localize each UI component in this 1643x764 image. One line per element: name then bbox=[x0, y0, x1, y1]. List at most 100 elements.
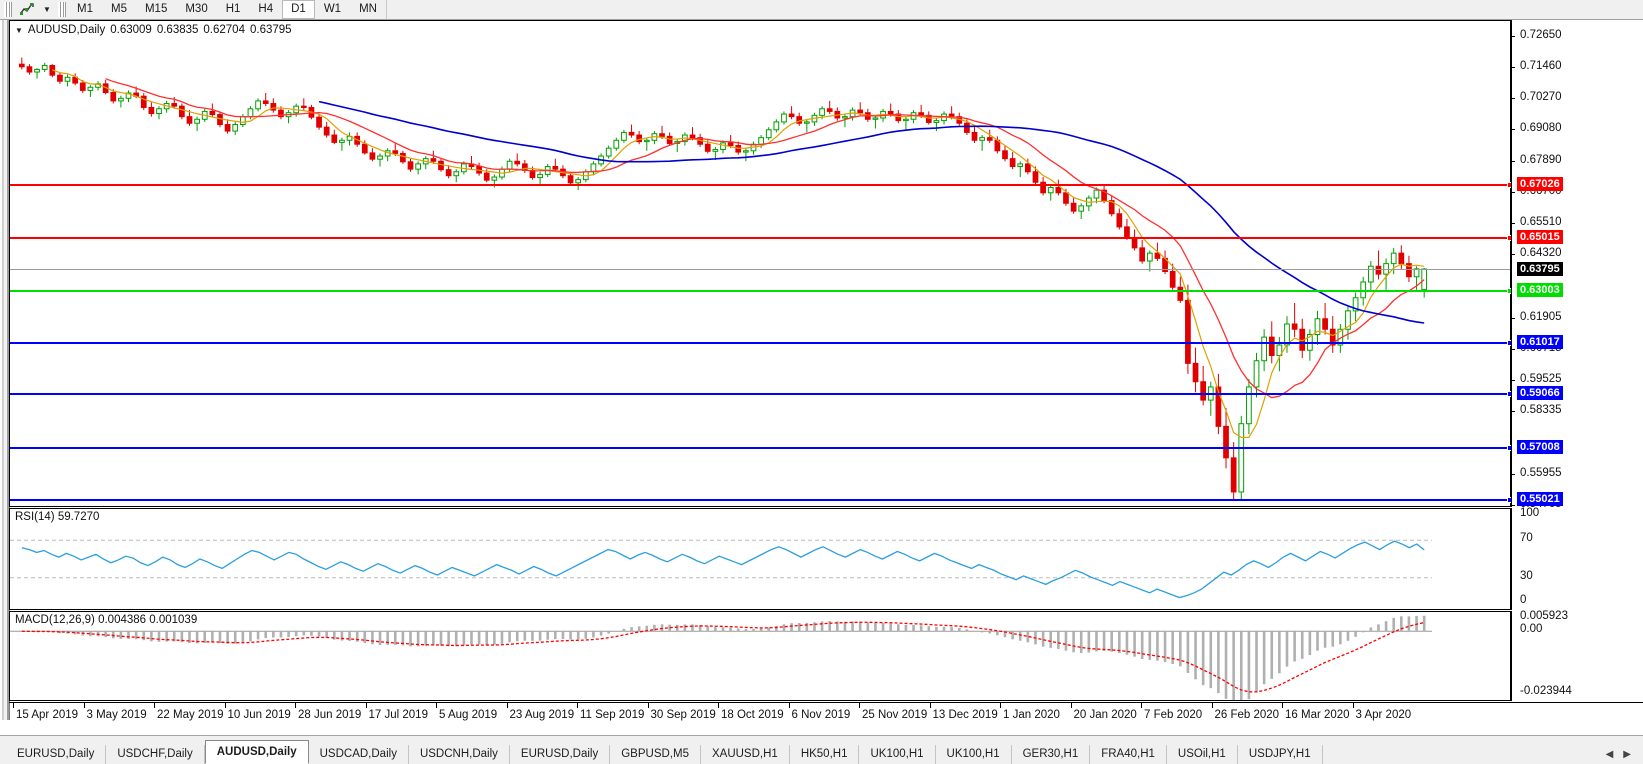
axis-label: 0.70270 bbox=[1520, 91, 1562, 104]
axis-tick bbox=[1511, 66, 1515, 68]
period-grip[interactable] bbox=[58, 2, 66, 17]
axis-label: 0.59525 bbox=[1520, 373, 1562, 386]
level-line-0.63003[interactable] bbox=[10, 287, 1513, 294]
macd-plot bbox=[10, 615, 1432, 700]
axis-tick bbox=[1511, 191, 1515, 193]
axis-tick bbox=[1511, 35, 1515, 37]
timeframe-m30[interactable]: M30 bbox=[185, 3, 208, 15]
timeframe-w1[interactable]: W1 bbox=[323, 3, 342, 15]
price-chip-0.55021[interactable]: 0.55021 bbox=[1517, 492, 1563, 507]
macd-label: MACD(12,26,9) 0.004386 0.001039 bbox=[14, 614, 199, 626]
price-chip-0.63003[interactable]: 0.63003 bbox=[1517, 282, 1563, 297]
date-label: 11 Sep 2019 bbox=[580, 709, 645, 721]
axis-label: 0.67890 bbox=[1520, 153, 1562, 166]
macd-axis: 0.005923 0.00 -0.023944 bbox=[1511, 610, 1643, 701]
level-handle[interactable] bbox=[1507, 391, 1513, 398]
chart-tab-uk100-h1[interactable]: UK100,H1 bbox=[859, 745, 936, 764]
time-tick bbox=[1352, 703, 1354, 708]
axis-label: 0.58335 bbox=[1520, 404, 1562, 417]
date-label: 28 Jun 2019 bbox=[298, 709, 362, 721]
top-toolbar: ▼ M1 M5 M15 M30 H1 H4 D1 W1 MN bbox=[0, 0, 1643, 20]
chart-tab-eurusd-daily[interactable]: EURUSD,Daily bbox=[6, 745, 107, 764]
date-label: 30 Sep 2019 bbox=[650, 709, 716, 721]
time-tick bbox=[1282, 703, 1283, 708]
ohlc-close: 0.63795 bbox=[249, 24, 292, 36]
chart-tab-usdjpy-h1[interactable]: USDJPY,H1 bbox=[1238, 745, 1323, 764]
price-pane[interactable]: ▼ AUDUSD,Daily 0.63009 0.63835 0.62704 0… bbox=[9, 20, 1513, 507]
axis-label: 0.69080 bbox=[1520, 122, 1562, 135]
chart-tab-uk100-h1[interactable]: UK100,H1 bbox=[936, 745, 1012, 764]
macd-axis-label: 0.00 bbox=[1520, 623, 1543, 636]
chart-tab-usdcad-daily[interactable]: USDCAD,Daily bbox=[309, 745, 409, 764]
chart-tab-xauusd-h1[interactable]: XAUUSD,H1 bbox=[701, 745, 790, 764]
level-line-0.59066[interactable] bbox=[10, 391, 1513, 398]
chart-tab-ger30-h1[interactable]: GER30,H1 bbox=[1012, 745, 1091, 764]
price-chip-0.57008[interactable]: 0.57008 bbox=[1517, 440, 1563, 455]
time-tick bbox=[154, 703, 155, 708]
level-line-0.61017[interactable] bbox=[10, 339, 1513, 346]
tab-scroll-right-icon[interactable]: ▶ bbox=[1623, 749, 1631, 760]
level-line-0.55021[interactable] bbox=[10, 497, 1513, 504]
axis-tick bbox=[1511, 505, 1515, 506]
price-chip-0.67026[interactable]: 0.67026 bbox=[1517, 177, 1563, 192]
date-label: 18 Oct 2019 bbox=[721, 709, 784, 721]
toolbar-grip[interactable] bbox=[4, 2, 12, 17]
macd-pane[interactable]: MACD(12,26,9) 0.004386 0.001039 bbox=[9, 611, 1511, 701]
chart-tab-eurusd-daily[interactable]: EURUSD,Daily bbox=[510, 745, 611, 764]
timeframe-h4[interactable]: H4 bbox=[258, 3, 274, 15]
level-handle[interactable] bbox=[1507, 182, 1513, 189]
chevron-down-icon[interactable]: ▼ bbox=[15, 25, 23, 35]
level-line-0.57008[interactable] bbox=[10, 445, 1513, 452]
ohlc-open: 0.63009 bbox=[110, 24, 152, 36]
date-label: 16 Mar 2020 bbox=[1285, 709, 1350, 721]
tab-scroll-left-icon[interactable]: ◀ bbox=[1605, 749, 1614, 760]
date-label: 10 Jun 2019 bbox=[227, 709, 291, 721]
chevron-down-icon[interactable]: ▼ bbox=[43, 5, 51, 14]
chart-tab-usdchf-daily[interactable]: USDCHF,Daily bbox=[106, 745, 205, 764]
level-line-0.67026[interactable] bbox=[10, 182, 1513, 189]
timeframe-m1[interactable]: M1 bbox=[77, 3, 93, 15]
timeframe-m5[interactable]: M5 bbox=[110, 3, 127, 15]
price-axis-column[interactable]: 0.726500.714600.702700.690800.678900.667… bbox=[1511, 20, 1643, 701]
level-line-0.65015[interactable] bbox=[10, 234, 1513, 241]
price-axis[interactable]: 0.726500.714600.702700.690800.678900.667… bbox=[1511, 20, 1643, 510]
time-tick bbox=[13, 703, 14, 708]
time-axis[interactable]: 15 Apr 2019 3 May 2019 22 May 2019 10 Jun 2… bbox=[9, 702, 1643, 734]
symbol-header: ▼ AUDUSD,Daily 0.63009 0.63835 0.62704 0… bbox=[14, 24, 293, 36]
price-chip-0.63795[interactable]: 0.63795 bbox=[1517, 262, 1563, 276]
level-handle[interactable] bbox=[1507, 445, 1513, 452]
level-handle[interactable] bbox=[1507, 234, 1513, 241]
time-tick bbox=[929, 703, 931, 708]
rsi-pane[interactable]: RSI(14) 59.7270 bbox=[9, 508, 1511, 610]
date-label: 1 Jan 2020 bbox=[1003, 709, 1060, 721]
chart-tab-usoil-h1[interactable]: USOil,H1 bbox=[1167, 745, 1238, 764]
timeframe-m15[interactable]: M15 bbox=[144, 3, 168, 15]
timeframe-mn[interactable]: MN bbox=[359, 3, 377, 15]
price-chip-0.61017[interactable]: 0.61017 bbox=[1517, 334, 1563, 349]
axis-tick bbox=[1511, 160, 1515, 162]
level-handle[interactable] bbox=[1507, 287, 1513, 294]
price-chip-0.59066[interactable]: 0.59066 bbox=[1517, 386, 1563, 401]
chart-tab-audusd-daily[interactable]: AUDUSD,Daily bbox=[204, 740, 309, 764]
chart-tabs: EURUSD,Daily USDCHF,Daily AUDUSD,Daily USDC… bbox=[0, 736, 1606, 764]
axis-tick bbox=[1511, 348, 1515, 350]
price-chip-0.65015[interactable]: 0.65015 bbox=[1517, 229, 1563, 244]
chart-tab-gbpusd-m5[interactable]: GBPUSD,M5 bbox=[610, 745, 701, 764]
level-line-0.63795[interactable] bbox=[10, 269, 1510, 270]
axis-tick bbox=[1511, 380, 1515, 382]
macd-axis-label: -0.023944 bbox=[1520, 685, 1572, 697]
level-handle[interactable] bbox=[1507, 497, 1513, 504]
timeframe-h1[interactable]: H1 bbox=[225, 3, 241, 15]
chart-tab-usdcnh-daily[interactable]: USDCNH,Daily bbox=[409, 745, 510, 764]
chart-window: ▼ AUDUSD,Daily 0.63009 0.63835 0.62704 0… bbox=[0, 20, 1643, 734]
timeframe-d1[interactable]: D1 bbox=[282, 0, 315, 19]
macd-axis-label: 0.005923 bbox=[1520, 610, 1568, 622]
date-label: 5 Aug 2019 bbox=[439, 709, 498, 721]
rsi-axis-label: 0 bbox=[1520, 594, 1527, 606]
chart-templates-icon[interactable] bbox=[14, 1, 40, 18]
level-handle[interactable] bbox=[1507, 339, 1513, 346]
chart-tab-fra40-h1[interactable]: FRA40,H1 bbox=[1090, 745, 1167, 764]
time-tick bbox=[1000, 703, 1001, 708]
axis-label: 0.65510 bbox=[1520, 216, 1562, 228]
chart-tab-hk50-h1[interactable]: HK50,H1 bbox=[790, 745, 860, 764]
